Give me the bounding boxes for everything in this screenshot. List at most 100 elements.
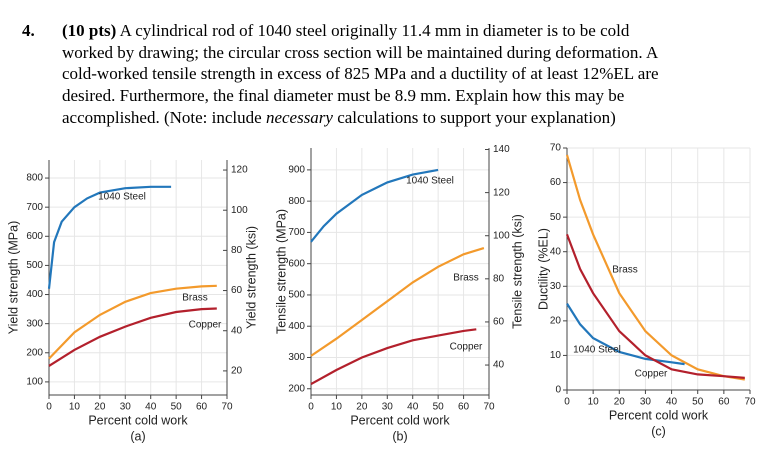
series-line: [48, 284, 217, 360]
y-axis-label: Tensile strength (MPa): [274, 209, 288, 334]
y2-tick-label: 80: [493, 273, 505, 284]
y-tick-label: 20: [550, 315, 562, 326]
x-tick-label: 40: [666, 397, 678, 408]
y-tick-label: 40: [550, 246, 562, 257]
x-tick-label: 40: [145, 402, 157, 413]
y2-tick-label: 100: [231, 205, 248, 216]
points: (10 pts): [62, 21, 117, 40]
series-label: Copper: [189, 320, 222, 331]
y-tick-label: 500: [26, 260, 43, 271]
emphasis: necessary: [265, 108, 333, 127]
x-tick-label: 70: [221, 402, 233, 413]
x-axis-label: Percent cold work: [609, 408, 709, 422]
y2-tick-label: 60: [231, 285, 243, 296]
x-tick-label: 20: [94, 402, 106, 413]
y-tick-label: 400: [26, 289, 43, 300]
x-tick-label: 50: [433, 402, 445, 413]
y-tick-label: 200: [288, 383, 305, 394]
series-line: [47, 185, 172, 289]
x-tick-label: 10: [69, 402, 81, 413]
x-tick-label: 40: [407, 402, 419, 413]
y2-tick-label: 140: [493, 144, 510, 155]
y-tick-label: 0: [555, 385, 561, 396]
y2-tick-label: 100: [493, 230, 510, 241]
x-tick-label: 0: [46, 402, 52, 413]
y-tick-label: 900: [288, 165, 305, 176]
y-tick-label: 10: [550, 350, 562, 361]
x-tick-label: 20: [356, 402, 368, 413]
x-tick-label: 10: [331, 402, 343, 413]
y-tick-label: 800: [288, 196, 305, 207]
panel-label: (a): [130, 429, 145, 443]
x-tick-label: 30: [382, 402, 394, 413]
series-label: 1040 Steel: [406, 176, 454, 187]
x-tick-label: 70: [483, 402, 495, 413]
series-line: [566, 303, 685, 366]
x-tick-label: 30: [640, 397, 652, 408]
series-label: Copper: [450, 342, 483, 353]
series-line: [310, 247, 485, 357]
x-axis-label: Percent cold work: [88, 413, 188, 427]
x-tick-label: 0: [564, 397, 570, 408]
x-axis-label: Percent cold work: [350, 413, 450, 427]
y-tick-label: 300: [288, 352, 305, 363]
y-tick-label: 50: [550, 212, 562, 223]
panel-label: (b): [392, 429, 407, 443]
text: calculations to support your explanation…: [332, 108, 616, 127]
y-tick-label: 100: [26, 377, 43, 388]
y-axis-label: Yield strength (MPa): [6, 221, 20, 334]
y-tick-label: 60: [550, 177, 562, 188]
series-line: [310, 328, 477, 386]
series-label: Copper: [635, 369, 668, 380]
series-label: Brass: [182, 293, 208, 304]
series-line: [565, 154, 745, 381]
y-tick-label: 70: [550, 143, 562, 154]
series-label: Brass: [612, 265, 638, 276]
y2-axis-label: Yield strength (ksi): [244, 226, 258, 329]
text-line: worked by drawing; the circular cross se…: [62, 43, 659, 62]
text: A cylindrical rod of 1040 steel original…: [119, 21, 630, 40]
y2-tick-label: 20: [231, 366, 243, 377]
text-line: desired. Furthermore, the final diameter…: [62, 86, 625, 105]
x-tick-label: 30: [120, 402, 132, 413]
x-tick-label: 10: [588, 397, 600, 408]
y-tick-label: 600: [288, 258, 305, 269]
y-axis-label: Ductility (%EL): [536, 228, 550, 310]
y2-tick-label: 40: [231, 325, 243, 336]
x-tick-label: 50: [692, 397, 704, 408]
series-line: [48, 307, 217, 367]
y-tick-label: 700: [288, 227, 305, 238]
series-label: 1040 Steel: [573, 345, 621, 356]
x-tick-label: 50: [171, 402, 183, 413]
text: accomplished. (Note: include: [62, 108, 266, 127]
series-line: [310, 168, 439, 243]
x-tick-label: 60: [196, 402, 208, 413]
y2-tick-label: 120: [231, 165, 248, 176]
y-tick-label: 30: [550, 281, 562, 292]
y-tick-label: 700: [26, 202, 43, 213]
series-line: [565, 234, 745, 379]
y-tick-label: 300: [26, 318, 43, 329]
text-line: accomplished. (Note: include necessary c…: [62, 107, 616, 129]
problem-number: 4.: [22, 21, 35, 40]
text-line: (10 pts) A cylindrical rod of 1040 steel…: [62, 20, 629, 42]
y-tick-label: 600: [26, 231, 43, 242]
series-label: 1040 Steel: [98, 192, 146, 203]
x-tick-label: 20: [614, 397, 626, 408]
text-line: cold-worked tensile strength in excess o…: [62, 64, 659, 83]
y-tick-label: 400: [288, 321, 305, 332]
y2-tick-label: 40: [493, 360, 505, 371]
x-tick-label: 70: [744, 397, 756, 408]
x-tick-label: 60: [718, 397, 730, 408]
x-tick-label: 60: [458, 402, 470, 413]
y-tick-label: 200: [26, 347, 43, 358]
y2-tick-label: 120: [493, 187, 510, 198]
panel-label: (c): [651, 424, 666, 438]
y2-tick-label: 80: [231, 245, 243, 256]
y-tick-label: 800: [26, 173, 43, 184]
y2-tick-label: 60: [493, 317, 505, 328]
x-tick-label: 0: [308, 402, 314, 413]
series-label: Brass: [453, 273, 479, 284]
